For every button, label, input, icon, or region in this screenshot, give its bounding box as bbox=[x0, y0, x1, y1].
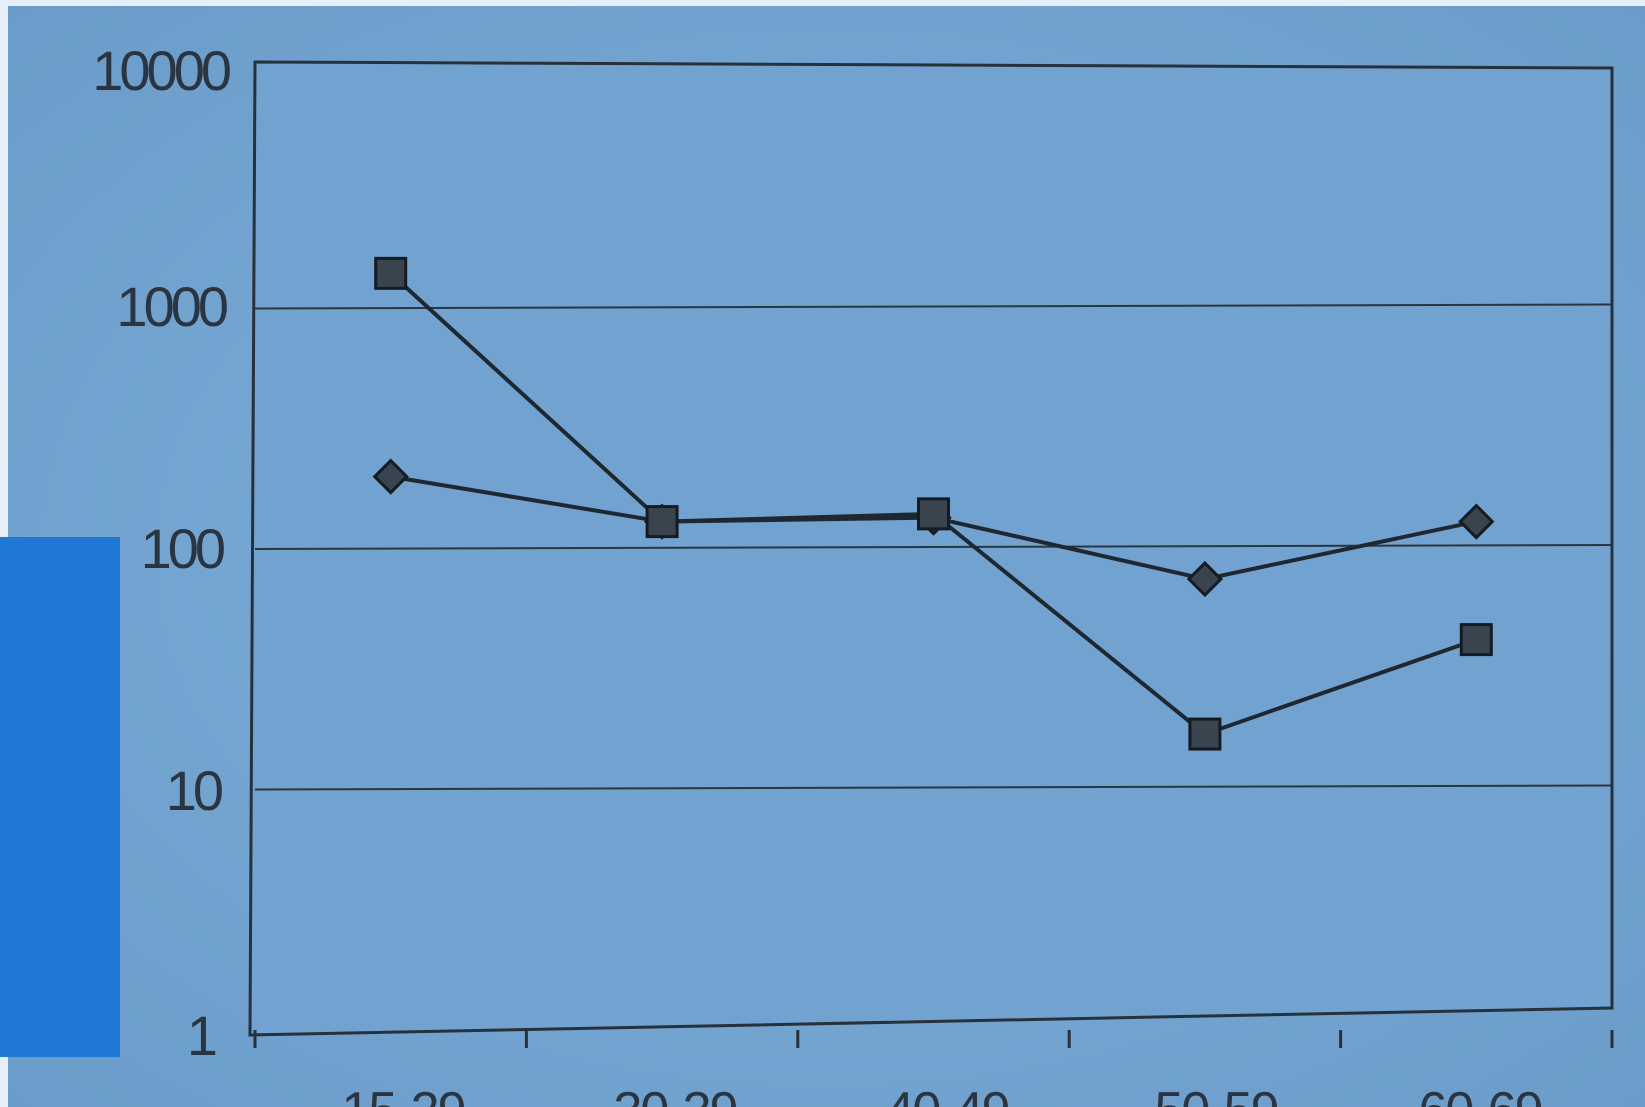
photo-edge-top bbox=[0, 0, 1645, 6]
gridline-1000 bbox=[254, 303, 1613, 310]
marker-square-15-29 bbox=[374, 256, 408, 290]
marker-square-40-49 bbox=[917, 497, 950, 531]
x-tick-label-0: 15-29 bbox=[342, 1082, 465, 1107]
photo-edge-left bbox=[0, 0, 8, 537]
x-tick-label-1: 30-39 bbox=[614, 1082, 737, 1107]
overlay-box bbox=[0, 537, 120, 1057]
x-tick-label-4: 60-69 bbox=[1419, 1082, 1542, 1107]
y-tick-100: 100 bbox=[141, 517, 224, 580]
photo-edge-bottom-left bbox=[0, 1057, 8, 1107]
x-axis-ticks bbox=[253, 1030, 1614, 1048]
marker-square-50-59 bbox=[1188, 717, 1222, 751]
y-tick-1000: 1000 bbox=[116, 275, 226, 338]
marker-diamond-15-29 bbox=[372, 458, 409, 495]
marker-diamond-50-59 bbox=[1186, 560, 1224, 598]
x-tick-label-2: 40-49 bbox=[886, 1082, 1009, 1107]
marker-diamond-60-69 bbox=[1458, 503, 1495, 540]
gridlines bbox=[254, 303, 1613, 791]
marker-square-30-39 bbox=[645, 505, 679, 539]
y-tick-1: 1 bbox=[187, 1004, 216, 1067]
x-tick-labels: 15-29 30-39 40-49 50-59 60-69 bbox=[342, 1082, 1544, 1107]
y-tick-10000: 10000 bbox=[92, 39, 230, 102]
gridline-100 bbox=[254, 544, 1613, 550]
data-series bbox=[372, 256, 1495, 751]
gridline-10 bbox=[254, 784, 1613, 791]
x-tick-label-3: 50-59 bbox=[1155, 1082, 1278, 1107]
y-tick-10: 10 bbox=[166, 759, 222, 822]
marker-square-60-69 bbox=[1459, 623, 1493, 657]
